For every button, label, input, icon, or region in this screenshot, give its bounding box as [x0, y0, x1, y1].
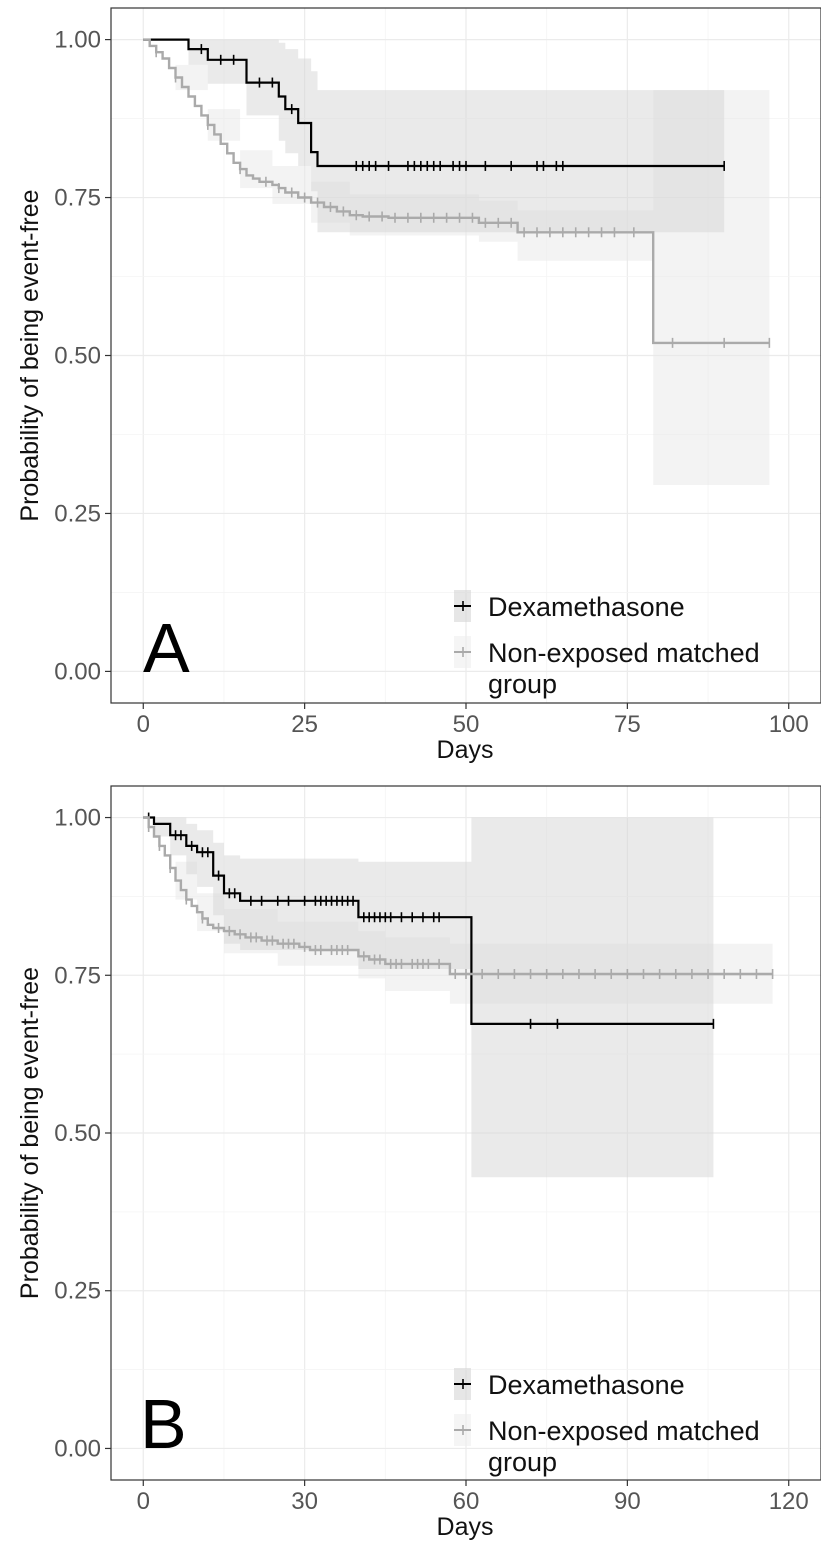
panel-label: B: [140, 1385, 187, 1463]
legend-label-line: Non-exposed matched: [488, 638, 760, 668]
x-tick-label: 120: [769, 1488, 809, 1515]
y-tick-label: 1.00: [54, 27, 101, 54]
x-axis-title: Days: [437, 1513, 494, 1541]
legend-label: Non-exposed matched group: [488, 1416, 760, 1477]
x-tick-label: 100: [769, 711, 809, 738]
x-tick-label: 0: [137, 1488, 150, 1515]
x-tick-label: 60: [453, 1488, 480, 1515]
legend-label-line: Dexamethasone: [488, 1370, 685, 1400]
legend-label: Dexamethasone: [488, 1370, 685, 1400]
ci-band-dexamethasone: [143, 39, 725, 233]
legend-label: Non-exposed matched group: [488, 638, 760, 699]
legend-label-line: group: [488, 669, 557, 699]
y-tick-label: 0.75: [54, 185, 101, 212]
y-tick-label: 0.50: [54, 1120, 101, 1147]
x-tick-label: 50: [453, 711, 480, 738]
y-axis-title: Probability of being event-free: [16, 967, 44, 1299]
legend-label-line: Non-exposed matched: [488, 1416, 760, 1446]
censor-marks-dexamethasone: [200, 44, 725, 171]
legend-label: Dexamethasone: [488, 592, 685, 622]
panel-label: A: [143, 609, 190, 687]
legend: Dexamethasone Non-exposed matched group: [454, 590, 760, 699]
y-tick-label: 1.00: [54, 805, 101, 832]
ci-band-non-exposed-matched-group: [143, 39, 770, 485]
panel-b: 0 30 60 90 120 0.00 0.25 0.50 0.75 1.00 Days Probab…: [16, 785, 821, 1541]
x-tick-label: 25: [291, 711, 318, 738]
km-curve-non-exposed-matched-group: [143, 816, 773, 976]
y-tick-label: 0.25: [54, 1278, 101, 1305]
y-tick-label: 0.00: [54, 658, 101, 685]
censor-marks-non-exposed-matched-group: [147, 822, 774, 980]
censor-marks-non-exposed-matched-group: [155, 47, 771, 348]
x-axis-title: Days: [437, 736, 494, 764]
x-tick-label: 75: [614, 711, 641, 738]
x-tick-label: 30: [291, 1488, 318, 1515]
panel-a: 0 25 50 75 100 0.00 0.25 0.50 0.75 1.00 Days Probab…: [16, 7, 821, 764]
y-tick-label: 0.25: [54, 500, 101, 527]
x-tick-label: 0: [137, 711, 150, 738]
km-curve-dexamethasone: [143, 38, 725, 168]
legend-label-line: Dexamethasone: [488, 592, 685, 622]
km-curve-dexamethasone: [143, 816, 714, 1025]
y-tick-label: 0.75: [54, 962, 101, 989]
legend: Dexamethasone Non-exposed matched group: [454, 1368, 760, 1477]
legend-label-line: group: [488, 1447, 557, 1477]
y-axis-title: Probability of being event-free: [16, 189, 44, 521]
ci-band-dexamethasone: [143, 817, 714, 1178]
y-tick-label: 0.50: [54, 343, 101, 370]
x-tick-label: 90: [614, 1488, 641, 1515]
y-tick-label: 0.00: [54, 1435, 101, 1462]
